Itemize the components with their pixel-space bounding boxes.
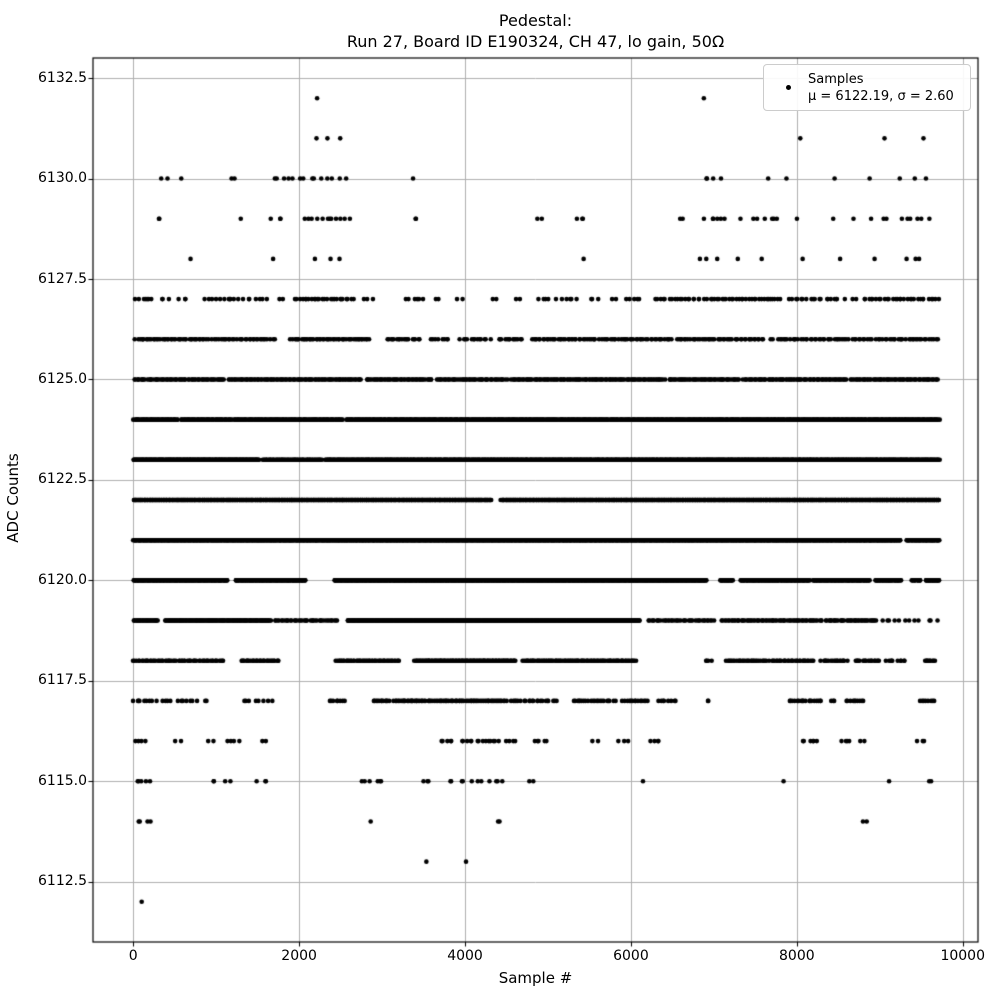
x-tick-label: 0 [128, 948, 138, 964]
y-tick-label: 6112.5 [38, 873, 87, 890]
y-tick-label: 6132.5 [38, 69, 87, 86]
y-tick-label: 6120.0 [38, 571, 87, 588]
x-axis-label: Sample # [498, 969, 573, 987]
legend-text: Samples μ = 6122.19, σ = 2.60 [808, 71, 954, 105]
legend: Samples μ = 6122.19, σ = 2.60 [763, 64, 971, 111]
x-tick-label: 6000 [613, 948, 649, 964]
y-axis-label: ADC Counts [4, 453, 22, 543]
y-tick-label: 6125.0 [38, 370, 87, 387]
x-tick-label: 8000 [779, 948, 815, 964]
x-tick-label: 2000 [281, 948, 317, 964]
chart-title-line1: Pedestal: [498, 11, 573, 30]
y-tick-label: 6115.0 [38, 772, 87, 789]
scatter-marker-icon [786, 85, 791, 90]
legend-stats-label: μ = 6122.19, σ = 2.60 [808, 88, 954, 104]
y-tick-label: 6117.5 [38, 672, 87, 689]
chart-title: Pedestal: Run 27, Board ID E190324, CH 4… [93, 10, 978, 52]
y-tick-label: 6127.5 [38, 270, 87, 287]
y-tick-label: 6130.0 [38, 170, 87, 187]
x-tick-label: 10000 [940, 948, 986, 964]
x-tick-label: 4000 [447, 948, 483, 964]
chart-title-line2: Run 27, Board ID E190324, CH 47, lo gain… [346, 32, 725, 51]
legend-series-label: Samples [808, 71, 864, 87]
y-tick-label: 6122.5 [38, 471, 87, 488]
